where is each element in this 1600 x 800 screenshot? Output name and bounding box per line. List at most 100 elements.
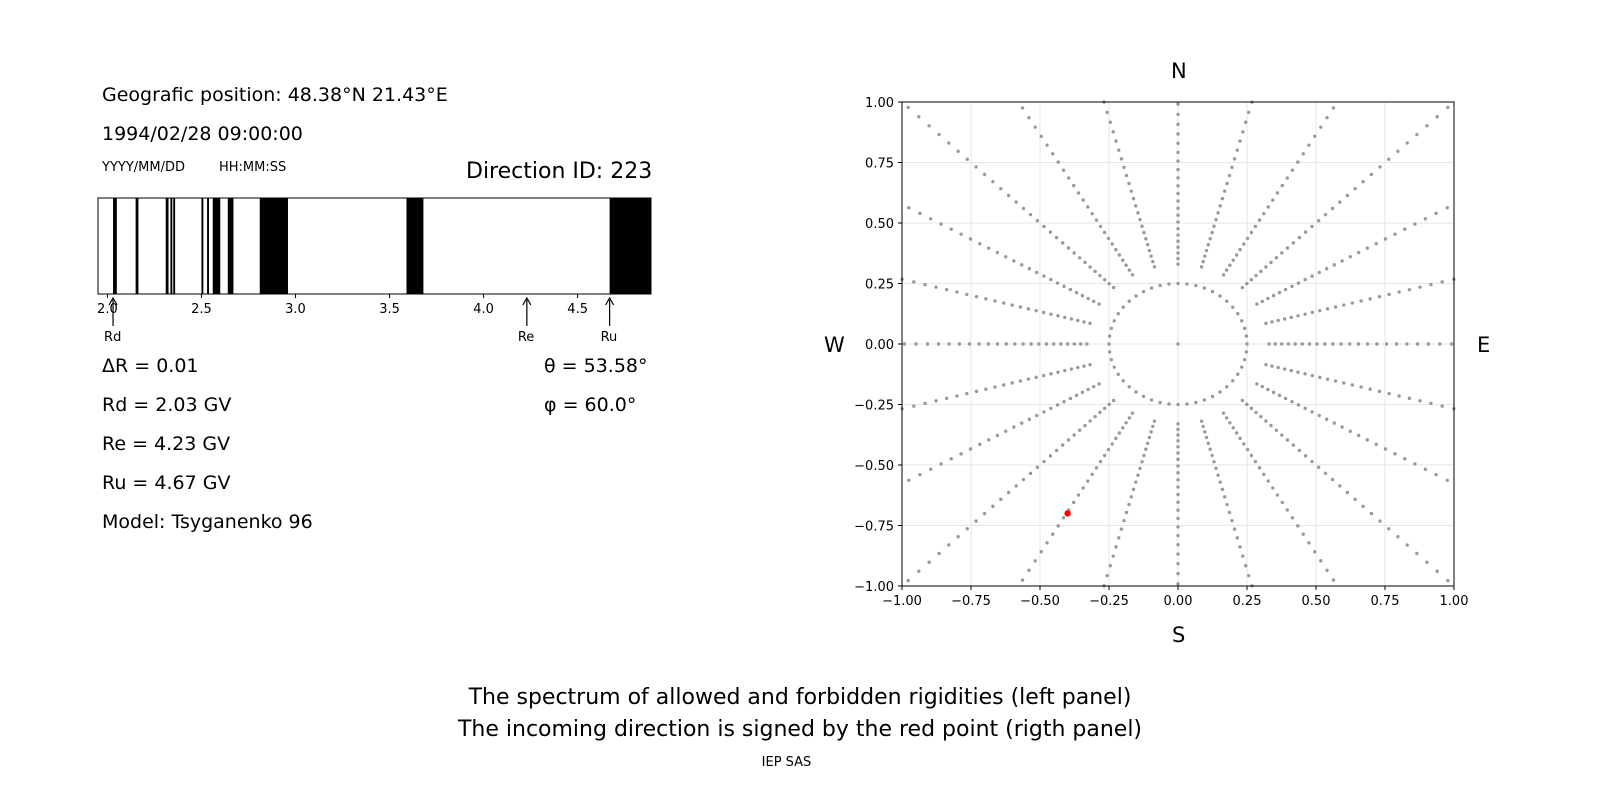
grid-point	[1121, 426, 1125, 430]
grid-point	[1018, 305, 1023, 309]
grid-point	[1264, 362, 1268, 367]
forbidden-band	[113, 198, 117, 294]
grid-point	[1028, 471, 1033, 476]
grid-point	[968, 447, 973, 451]
grid-point	[1102, 230, 1107, 235]
grid-point	[1151, 259, 1155, 264]
grid-point	[1076, 318, 1080, 323]
grid-point	[1062, 284, 1066, 289]
grid-point	[1245, 447, 1250, 452]
grid-point	[1331, 342, 1335, 346]
grid-point	[1158, 400, 1162, 405]
grid-point	[1245, 342, 1249, 346]
grid-point	[1280, 251, 1284, 255]
grid-point	[1059, 342, 1063, 346]
grid-point	[1208, 237, 1212, 241]
grid-point	[1130, 411, 1135, 415]
grid-point	[1282, 367, 1287, 371]
grid-point	[1018, 379, 1023, 383]
forbidden-band	[165, 198, 169, 294]
grid-point	[1313, 134, 1317, 139]
grid-point	[1107, 342, 1111, 346]
grid-point	[1072, 183, 1076, 188]
grid-point	[907, 478, 911, 482]
grid-point	[1201, 259, 1205, 264]
grid-point	[1176, 256, 1180, 261]
grid-point	[1403, 457, 1407, 461]
grid-point	[1285, 438, 1290, 442]
grid-point	[1035, 465, 1040, 470]
grid-point	[984, 387, 988, 391]
scatter-x-tick-label: 0.50	[1302, 594, 1331, 609]
grid-point	[1259, 269, 1263, 274]
grid-point	[1176, 439, 1180, 443]
grid-point	[1092, 384, 1096, 389]
grid-point	[1405, 543, 1409, 547]
grid-point	[965, 391, 969, 396]
grid-point	[1077, 256, 1082, 260]
grid-point	[968, 237, 973, 241]
grid-point	[1140, 460, 1144, 464]
grid-point	[1098, 273, 1102, 278]
grid-point	[1242, 326, 1247, 331]
grid-point	[1266, 296, 1270, 301]
grid-point	[914, 342, 918, 346]
grid-point	[1054, 235, 1059, 240]
grid-point	[1138, 217, 1142, 222]
grid-point	[1245, 281, 1249, 286]
grid-point	[1134, 294, 1138, 298]
grid-point	[1035, 218, 1040, 223]
grid-point	[1176, 571, 1180, 576]
grid-point	[927, 560, 931, 564]
grid-point	[1082, 320, 1086, 324]
grid-point	[1291, 241, 1296, 245]
grid-point	[1109, 326, 1114, 331]
grid-point	[1055, 403, 1060, 407]
grid-point	[1289, 368, 1293, 373]
grid-point	[1378, 519, 1382, 523]
datetime: 1994/02/28 09:00:00	[102, 123, 303, 145]
grid-point	[912, 404, 916, 408]
grid-point	[1405, 141, 1409, 145]
grid-point	[1042, 410, 1046, 414]
grid-point	[1149, 398, 1154, 402]
grid-point	[1051, 152, 1055, 156]
grid-point	[1415, 342, 1420, 346]
grid-point	[1063, 368, 1067, 373]
grid-point	[1152, 419, 1157, 423]
grid-point	[1325, 377, 1330, 381]
grid-point	[1238, 436, 1242, 441]
grid-point	[1112, 365, 1116, 369]
grid-point	[1108, 120, 1112, 124]
grid-point	[1365, 246, 1370, 250]
grid-point	[1231, 258, 1235, 262]
grid-point	[1176, 251, 1180, 255]
grid-point	[999, 497, 1003, 502]
grid-point	[1231, 426, 1235, 430]
grid-point	[1176, 176, 1180, 180]
grid-point	[991, 504, 995, 509]
grid-point	[1271, 390, 1276, 395]
grid-point	[1033, 559, 1037, 563]
scatter-x-tick-label: 1.00	[1440, 594, 1469, 609]
grid-point	[1142, 453, 1146, 458]
grid-point	[1210, 394, 1215, 399]
grid-point	[978, 241, 982, 246]
grid-point	[1271, 293, 1276, 298]
grid-point	[1102, 277, 1107, 282]
grid-point	[1039, 134, 1043, 139]
grid-point	[1445, 478, 1449, 482]
grid-point	[1218, 480, 1222, 484]
grid-point	[1244, 350, 1249, 354]
grid-point	[1076, 365, 1080, 370]
grid-point	[1280, 433, 1284, 437]
grid-point	[1394, 342, 1399, 346]
grid-point	[1323, 212, 1328, 217]
scatter-y-tick-label: 0.00	[865, 338, 894, 353]
grid-point	[1407, 396, 1412, 401]
grid-point	[1418, 399, 1422, 403]
grid-point	[1449, 342, 1454, 346]
grid-point	[1041, 373, 1046, 378]
grid-point	[1210, 230, 1214, 235]
